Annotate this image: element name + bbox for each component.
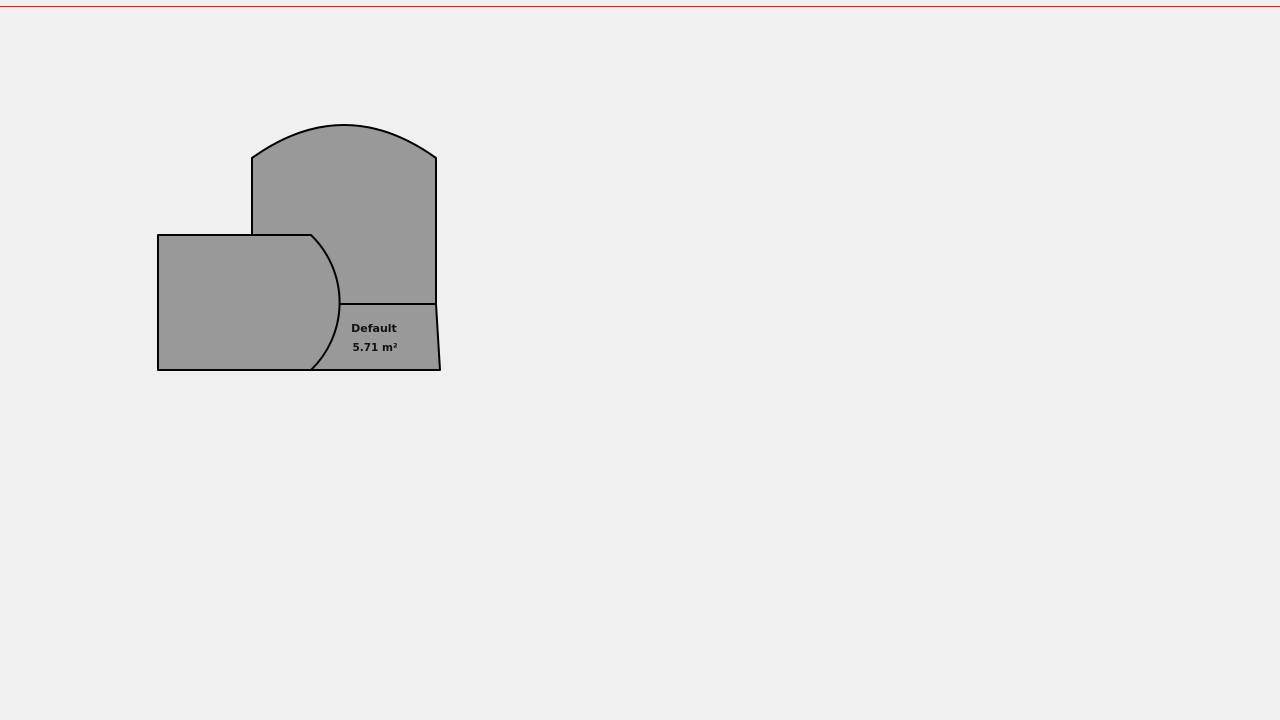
room-area-label: 5.71 m² [352,342,398,354]
top-guide-line [0,6,1280,7]
room-name-label: Default [351,322,397,335]
room-rounded-section[interactable] [157,234,341,371]
